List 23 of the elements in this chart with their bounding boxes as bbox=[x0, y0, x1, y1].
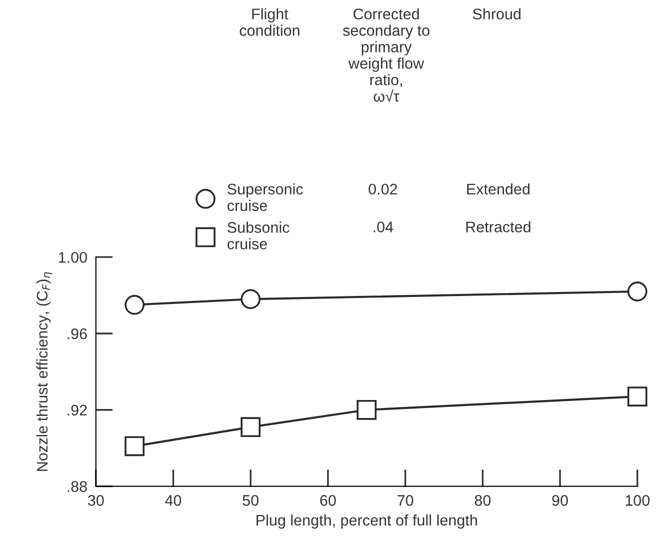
y-tick-label: .92 bbox=[68, 404, 87, 416]
x-tick-label: 80 bbox=[474, 495, 491, 506]
legend-title: Flight condition bbox=[240, 8, 300, 36]
x-axis-title: Plug length, percent of full length bbox=[256, 514, 477, 529]
x-tick-label: 70 bbox=[398, 495, 414, 506]
y-axis-title: Nozzle thrust efficiency, (C$_{F}$)$_{η}$ bbox=[36, 272, 52, 471]
legend-label: Subsonic cruise bbox=[228, 222, 290, 250]
x-tick-label: 60 bbox=[320, 495, 336, 506]
y-tick-label: 1.00 bbox=[59, 252, 87, 263]
legend-label: Supersonic cruise bbox=[228, 183, 303, 211]
x-tick-label: 100 bbox=[626, 495, 650, 506]
x-tick-label: 40 bbox=[165, 495, 182, 506]
text: Retracted bbox=[466, 221, 530, 232]
text: 0.02 bbox=[368, 184, 398, 195]
text: Shroud bbox=[472, 8, 520, 20]
text: Corrected secondary to primary weight flow ratio, ω√τ bbox=[342, 8, 430, 102]
text: .04 bbox=[374, 222, 394, 232]
text: Extended bbox=[467, 183, 530, 195]
x-tick-label: 30 bbox=[88, 495, 104, 506]
x-tick-label: 90 bbox=[552, 495, 568, 506]
y-tick-label: .96 bbox=[68, 328, 87, 340]
y-tick-label: .88 bbox=[68, 481, 87, 492]
x-tick-label: 50 bbox=[242, 495, 259, 506]
